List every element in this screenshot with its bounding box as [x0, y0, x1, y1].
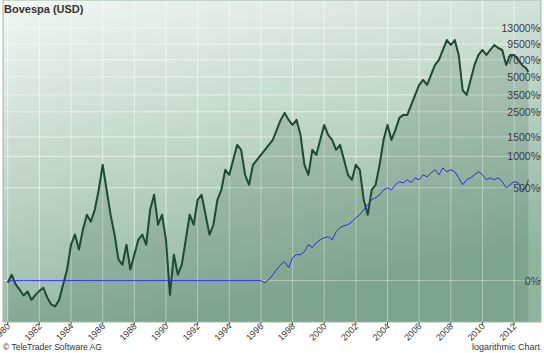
title: Bovespa (USD) — [4, 3, 84, 15]
page: {"chart_data": { "type": "line", "title"… — [0, 0, 544, 353]
x-tick-label: 1982 — [23, 321, 44, 342]
page-bg — [0, 0, 544, 353]
grid-line-x — [7, 0, 8, 322]
series-line — [8, 40, 529, 306]
series-area — [8, 40, 529, 322]
x-tick-label: 2000 — [307, 321, 328, 342]
x-tick-label: 2008 — [434, 321, 455, 342]
chart: 0% 500% 1000% 1500% 2500% 3500% 5000% 7000% 9500… — [0, 0, 544, 353]
x-tick-label: 1980 — [0, 321, 12, 342]
x-tick-label: 2010 — [466, 321, 487, 342]
plot-area — [8, 40, 529, 322]
y-tick-label: 13000% — [501, 22, 540, 34]
grid-line-y — [3, 28, 541, 29]
y-tick-label: 9500% — [507, 38, 540, 50]
scale-note: logarithmic Chart — [472, 342, 541, 352]
grid-line-x — [39, 0, 40, 322]
x-tick-label: 2012 — [497, 321, 518, 342]
x-tick-label: 2002 — [339, 321, 360, 342]
y-tick-label: 2500% — [507, 106, 540, 118]
y-tick-label: 500% — [513, 182, 540, 194]
x-tick-label: 2006 — [402, 321, 423, 342]
x-tick-label: 1984 — [54, 321, 75, 342]
x-tick-label: 1996 — [244, 321, 265, 342]
x-tick-label: 2004 — [371, 321, 392, 342]
grid-line-y — [3, 44, 541, 45]
plot-bg — [3, 0, 541, 322]
copyright: © TeleTrader Software AG — [3, 342, 102, 352]
grid — [3, 0, 541, 322]
y-tick-label: 5000% — [507, 71, 540, 83]
plot-frame — [3, 0, 541, 322]
series-line — [8, 168, 529, 283]
x-tick-label: 1986 — [86, 321, 107, 342]
x-axis: 1980 1982 1984 1986 1988 1990 1992 1994 1996 1998… — [0, 321, 519, 342]
y-tick-label: 1000% — [507, 150, 540, 162]
y-tick-label: 1500% — [507, 131, 540, 143]
x-tick-label: 1994 — [212, 321, 233, 342]
y-tick-label: 7000% — [507, 54, 540, 66]
y-axis: 0% 500% 1000% 1500% 2500% 3500% 5000% 7000% 9500… — [501, 22, 541, 287]
y-tick-label: 0% — [525, 275, 540, 287]
x-tick-label: 1990 — [149, 321, 170, 342]
x-tick-label: 1992 — [181, 321, 202, 342]
y-tick-label: 3500% — [507, 89, 540, 101]
x-tick-label: 1988 — [118, 321, 139, 342]
x-tick-label: 1998 — [276, 321, 297, 342]
